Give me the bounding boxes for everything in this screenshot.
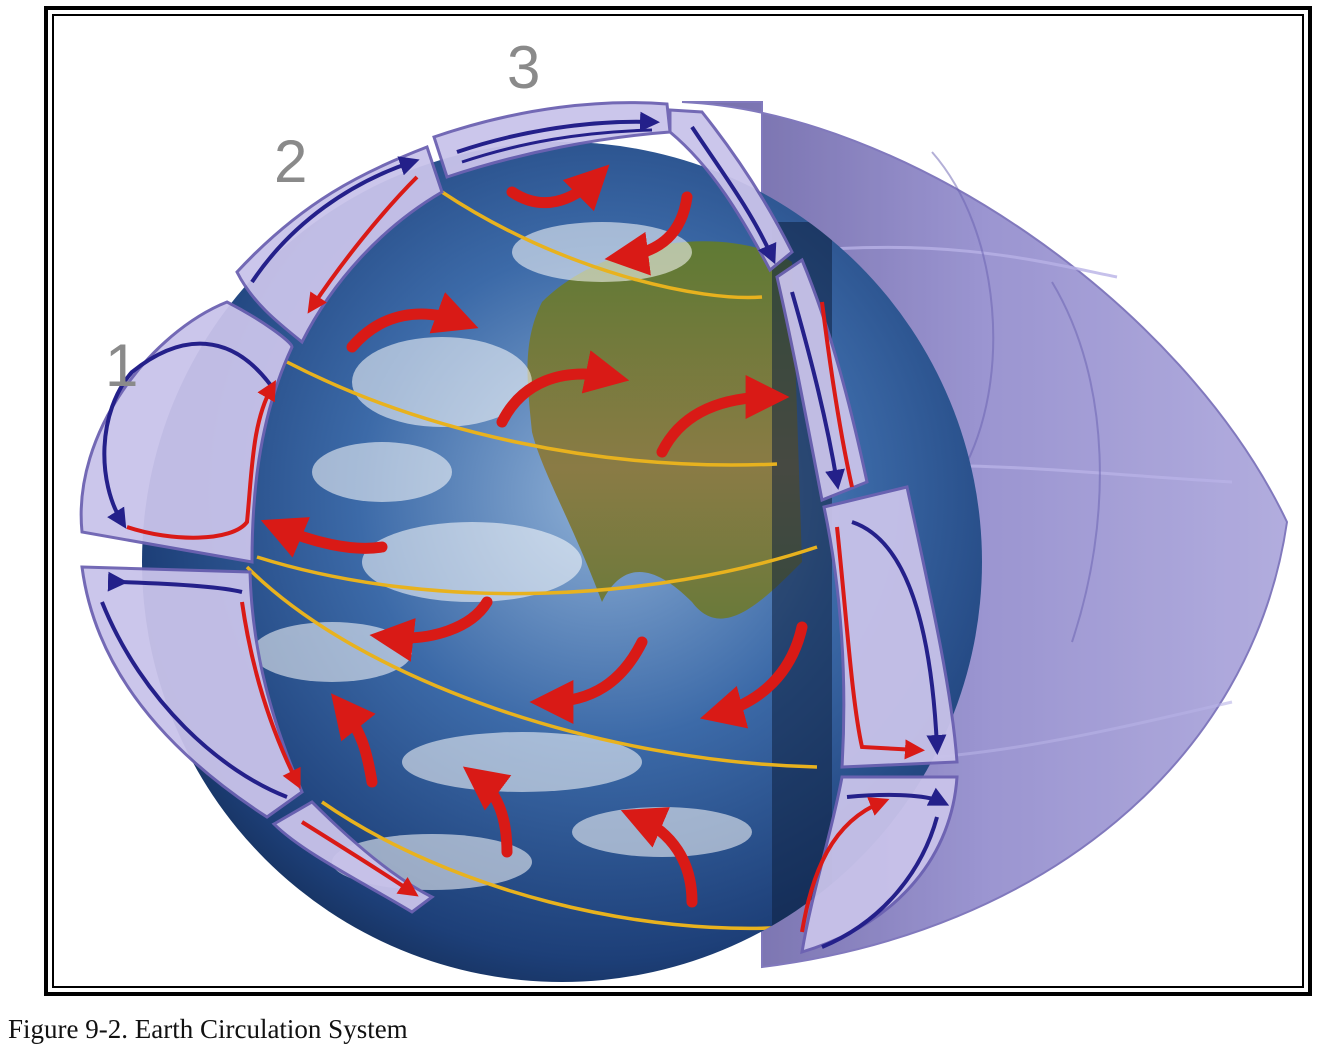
wind-arrow-icon [331,693,378,788]
earth-circulation-diagram: 1 2 3 [79,34,1289,982]
wind-arrow-icon [462,766,513,858]
wind-arrow-icon [506,164,610,212]
wind-arrow-icon [260,517,388,558]
figure-frame-inner: 1 2 3 [52,14,1304,988]
surface-wind-arrows [260,164,808,908]
wind-arrow-icon [656,375,790,458]
cell-2 [235,145,444,345]
figure-caption: Figure 9-2. Earth Circulation System [8,1014,408,1044]
wind-arrow-icon [369,596,493,662]
wind-arrow-icon [620,807,698,908]
cell-label-1: 1 [105,332,138,399]
wind-arrow-icon [496,350,630,428]
cell-3-cut [668,108,794,273]
latitude-lines [245,190,818,931]
cell-label-2: 2 [274,128,307,195]
circulation-loop-icon [100,111,950,949]
cell-label-3: 3 [507,34,540,101]
north-america-landmass [527,241,802,619]
wind-arrow-icon [529,636,648,724]
cell-1-cut-south [800,775,959,955]
wind-arrow-icon [346,292,479,353]
cell-1-cut-north [822,485,959,769]
wind-arrow-icon [699,621,808,729]
wind-arrow-icon [604,191,693,276]
